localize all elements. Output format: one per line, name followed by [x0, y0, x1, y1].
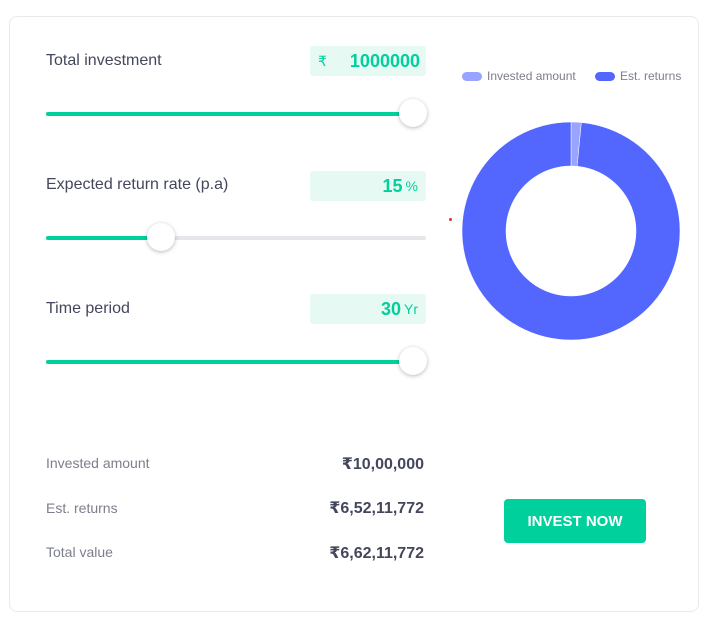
invested-swatch — [462, 71, 482, 81]
return-rate-slider[interactable] — [46, 223, 426, 251]
invested-amount-value: ₹10,00,000 — [341, 456, 424, 473]
total-investment-value: 1000000 — [349, 50, 420, 71]
invest-now-button[interactable]: INVEST NOW — [504, 499, 646, 543]
legend-item-returns: Est. returns — [595, 69, 681, 83]
donut-slice-returns — [461, 121, 681, 341]
time-period-slider-thumb[interactable] — [399, 347, 428, 375]
invested-amount-label: Invested amount — [46, 455, 150, 471]
return-rate-slider-thumb[interactable] — [147, 223, 176, 251]
donut-chart — [461, 121, 681, 341]
total-investment-label: Total investment — [46, 52, 162, 69]
time-period-slider[interactable] — [46, 347, 428, 375]
return-rate-label: Expected return rate (p.a) — [46, 176, 229, 193]
total-investment-slider[interactable] — [46, 99, 428, 127]
total-investment-input[interactable]: ₹ 1000000 — [310, 46, 426, 76]
est-returns-label: Est. returns — [46, 500, 118, 516]
rupee-icon: ₹ — [318, 52, 327, 69]
legend-returns-label: Est. returns — [620, 69, 682, 83]
time-period-value: 30 — [380, 298, 401, 319]
return-rate-slider-fill — [46, 236, 162, 240]
total-investment-slider-fill — [46, 112, 414, 116]
return-rate-unit: % — [405, 178, 418, 194]
total-investment-slider-thumb[interactable] — [399, 99, 428, 127]
legend-invested-label: Invested amount — [487, 69, 576, 83]
total-value-label: Total value — [46, 544, 113, 560]
time-period-input[interactable]: 30 Yr — [310, 294, 426, 324]
return-rate-value: 15 — [382, 175, 403, 196]
marker-dot — [449, 218, 452, 221]
time-period-label: Time period — [46, 300, 130, 317]
time-period-slider-fill — [46, 360, 414, 364]
time-period-unit: Yr — [404, 301, 418, 317]
total-value-value: ₹6,62,11,772 — [329, 545, 424, 562]
return-rate-input[interactable]: 15 % — [310, 171, 426, 201]
legend-item-invested: Invested amount — [462, 69, 576, 83]
returns-swatch — [595, 71, 615, 81]
est-returns-value: ₹6,52,11,772 — [329, 500, 424, 517]
